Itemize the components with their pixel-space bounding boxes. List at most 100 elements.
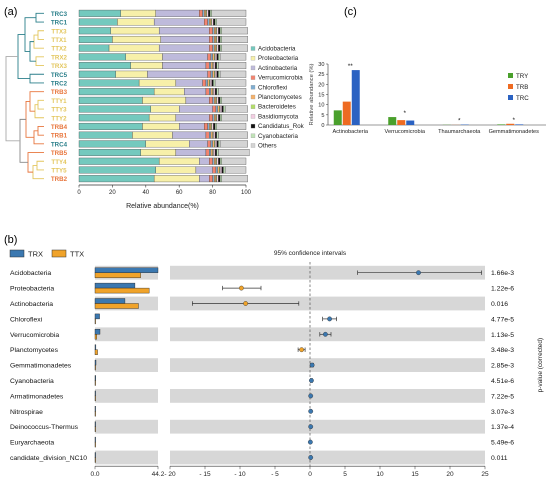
legend-label: TRY: [516, 73, 528, 80]
bar-trx: [95, 453, 96, 458]
bar-segment-chloroflexi: [209, 149, 211, 156]
bar-segment-planctomycetes: [211, 88, 213, 95]
bar-segment-candidatus_rok: [215, 62, 217, 69]
bar-segment-verrucomicrobia: [208, 141, 211, 148]
bar-segment-cyanobacteria: [217, 132, 219, 139]
bar-segment-acidobacteria: [79, 36, 112, 43]
bar-segment-acidobacteria: [79, 71, 116, 78]
sample-label: TTX2: [51, 46, 67, 53]
legend-swatch: [251, 76, 255, 80]
bar-segment-others: [215, 80, 246, 87]
bar-try: [497, 124, 505, 125]
bar-segment-actinobacteria: [179, 106, 212, 113]
bar-segment-proteobacteria: [146, 141, 189, 148]
bar-segment-actinobacteria: [159, 45, 209, 52]
p-value: 4.51e-6: [491, 378, 514, 385]
bar-segment-cyanobacteria: [220, 36, 222, 43]
bar-segment-candidatus_rok: [208, 10, 210, 17]
p-value: 0.016: [491, 301, 508, 308]
dendrogram-link: [35, 105, 44, 118]
bar-segment-proteobacteria: [116, 71, 148, 78]
category-label: candidate_division_NC10: [10, 455, 87, 462]
sample-label: TRC3: [51, 11, 68, 18]
sample-label: TRB5: [51, 150, 68, 157]
bar-segment-planctomycetes: [214, 97, 216, 104]
significance-marker: *: [458, 118, 461, 125]
legend-swatch: [251, 85, 255, 89]
bar-segment-cyanobacteria: [223, 167, 225, 174]
bar-segment-acidobacteria: [79, 45, 109, 52]
bar-ttx: [95, 304, 138, 309]
dendrogram-link: [30, 74, 44, 83]
bar-segment-chloroflexi: [209, 88, 211, 95]
bar-segment-basidiomycota: [212, 123, 214, 130]
bar-segment-others: [222, 175, 248, 182]
sample-label: TRX2: [51, 54, 67, 61]
row-band: [95, 451, 158, 465]
legend-label: Candidatus_Rok: [258, 123, 305, 130]
bar-segment-proteobacteria: [121, 10, 156, 17]
bar-trx: [95, 422, 96, 427]
bar-segment-acidobacteria: [79, 27, 111, 34]
p-value: 1.22e-6: [491, 286, 514, 293]
bar-segment-chloroflexi: [203, 10, 205, 17]
bar-segment-verrucomicrobia: [209, 114, 212, 121]
bar-segment-others: [218, 62, 246, 69]
bar-segment-acidobacteria: [79, 149, 141, 156]
bar-segment-cyanobacteria: [217, 62, 219, 69]
bar-segment-cyanobacteria: [217, 149, 219, 156]
bar-segment-acidobacteria: [79, 54, 126, 61]
bar-segment-acidobacteria: [79, 167, 156, 174]
difference-point: [309, 378, 313, 382]
dendrogram-link: [37, 161, 44, 170]
bar-segment-basidiomycota: [217, 158, 219, 165]
category-label: Gemmatimonadetes: [489, 129, 540, 135]
bar-trx: [95, 345, 96, 350]
bar-segment-acidobacteria: [79, 141, 146, 148]
bar-segment-acidobacteria: [79, 97, 142, 104]
dendrogram-link: [36, 13, 44, 22]
bar-trc: [352, 70, 360, 125]
p-value: 1.13e-5: [491, 332, 514, 339]
bar-segment-chloroflexi: [216, 167, 218, 174]
sample-label: TTY3: [51, 107, 67, 114]
bar-segment-cyanobacteria: [215, 123, 217, 130]
bar-try: [334, 110, 342, 125]
right-x-tick-label: 15: [411, 471, 419, 478]
bar-segment-candidatus_rok: [215, 149, 217, 156]
y-tick-label: 15: [318, 93, 324, 99]
legend-swatch: [10, 250, 24, 257]
bar-segment-planctomycetes: [218, 106, 220, 113]
ci-title: 95% confidence intervals: [274, 250, 347, 257]
bar-segment-others: [212, 10, 246, 17]
bar-segment-chloroflexi: [213, 175, 215, 182]
x-tick-label: 0: [77, 190, 81, 196]
bar-segment-actinobacteria: [199, 158, 209, 165]
sample-label: TTY4: [51, 159, 67, 166]
dendrogram-link: [30, 42, 36, 62]
bar-segment-candidatus_rok: [217, 54, 219, 61]
bar-segment-others: [222, 158, 246, 165]
legend-swatch: [251, 105, 255, 109]
bar-segment-verrucomicrobia: [203, 80, 206, 87]
bar-trb: [397, 120, 405, 125]
bar-ttx: [95, 288, 149, 293]
bar-trx: [95, 268, 158, 273]
right-x-tick-label: - 10: [234, 471, 246, 478]
bar-segment-planctomycetes: [211, 62, 213, 69]
bar-segment-actinobacteria: [184, 88, 206, 95]
bar-segment-actinobacteria: [147, 71, 207, 78]
bar-segment-actinobacteria: [163, 62, 206, 69]
bar-segment-candidatus_rok: [218, 97, 220, 104]
bar-segment-others: [220, 54, 246, 61]
bar-segment-others: [222, 114, 248, 121]
bar-segment-cyanobacteria: [215, 19, 217, 26]
bar-segment-proteobacteria: [142, 123, 179, 130]
bar-segment-chloroflexi: [211, 54, 213, 61]
sample-label: TTX1: [51, 37, 67, 44]
bar-segment-acidobacteria: [79, 62, 131, 69]
bar-ttx: [95, 273, 141, 278]
bar-segment-chloroflexi: [216, 106, 218, 113]
dendrogram-link: [38, 31, 44, 40]
